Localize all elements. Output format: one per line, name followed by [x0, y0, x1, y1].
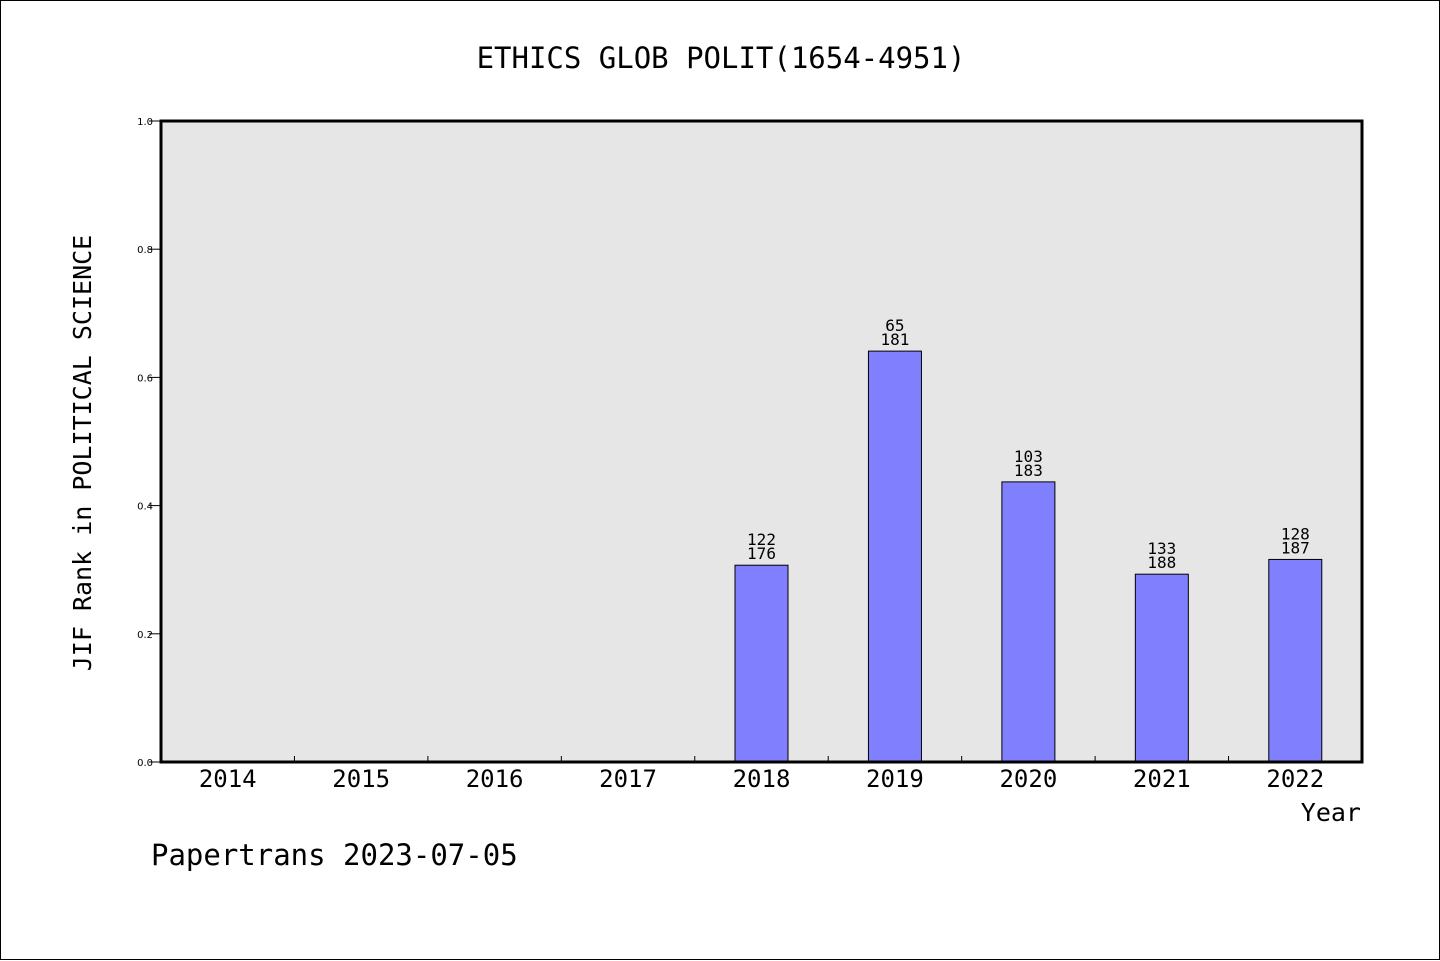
bar — [1134, 573, 1189, 763]
bar-label-rank: 133 — [1147, 539, 1176, 558]
x-tick-label: 2021 — [1133, 765, 1191, 793]
x-axis-label: Year — [1301, 798, 1361, 827]
y-tick-label: 0.4 — [137, 502, 153, 513]
chart-title: ETHICS GLOB POLIT(1654-4951) — [477, 41, 966, 75]
bar-label-total: 181 — [880, 330, 909, 349]
bar-label-total: 176 — [747, 544, 776, 563]
y-axis-label: JIF Rank in POLITICAL SCIENCE — [68, 235, 97, 672]
x-tick-label: 2022 — [1266, 765, 1324, 793]
x-tick-label: 2018 — [733, 765, 791, 793]
bar — [867, 350, 922, 763]
x-tick-label: 2014 — [199, 765, 257, 793]
footer-watermark: Papertrans 2023-07-05 — [151, 838, 518, 872]
bar — [734, 564, 789, 763]
bar-label-rank: 65 — [885, 316, 904, 335]
bar-label-total: 183 — [1014, 461, 1043, 480]
y-axis-ticks: 0.0 0.2 0.4 0.6 0.8 1.0 — [137, 117, 161, 769]
x-tick-label: 2019 — [866, 765, 924, 793]
bar-label-total: 187 — [1281, 538, 1310, 557]
y-tick-label: 0.6 — [137, 373, 153, 384]
x-tick-label: 2020 — [999, 765, 1057, 793]
y-tick-label: 1.0 — [137, 117, 153, 128]
y-tick-label: 0.2 — [137, 630, 153, 641]
x-tick-label: 2017 — [599, 765, 657, 793]
bar — [1001, 481, 1056, 763]
y-tick-label: 0.0 — [137, 758, 153, 769]
bar-label-rank: 122 — [747, 530, 776, 549]
x-tick-label: 2016 — [466, 765, 524, 793]
bar-label-total: 188 — [1147, 553, 1176, 572]
bar — [1268, 558, 1323, 763]
x-tick-label: 2015 — [332, 765, 390, 793]
bar-label-rank: 103 — [1014, 447, 1043, 466]
y-tick-label: 0.8 — [137, 245, 153, 256]
plot-border — [159, 119, 1364, 764]
x-axis-ticks: 2014 2015 2016 2017 2018 2019 2020 2021 2022 — [199, 756, 1324, 793]
bar-label-rank: 128 — [1281, 524, 1310, 543]
